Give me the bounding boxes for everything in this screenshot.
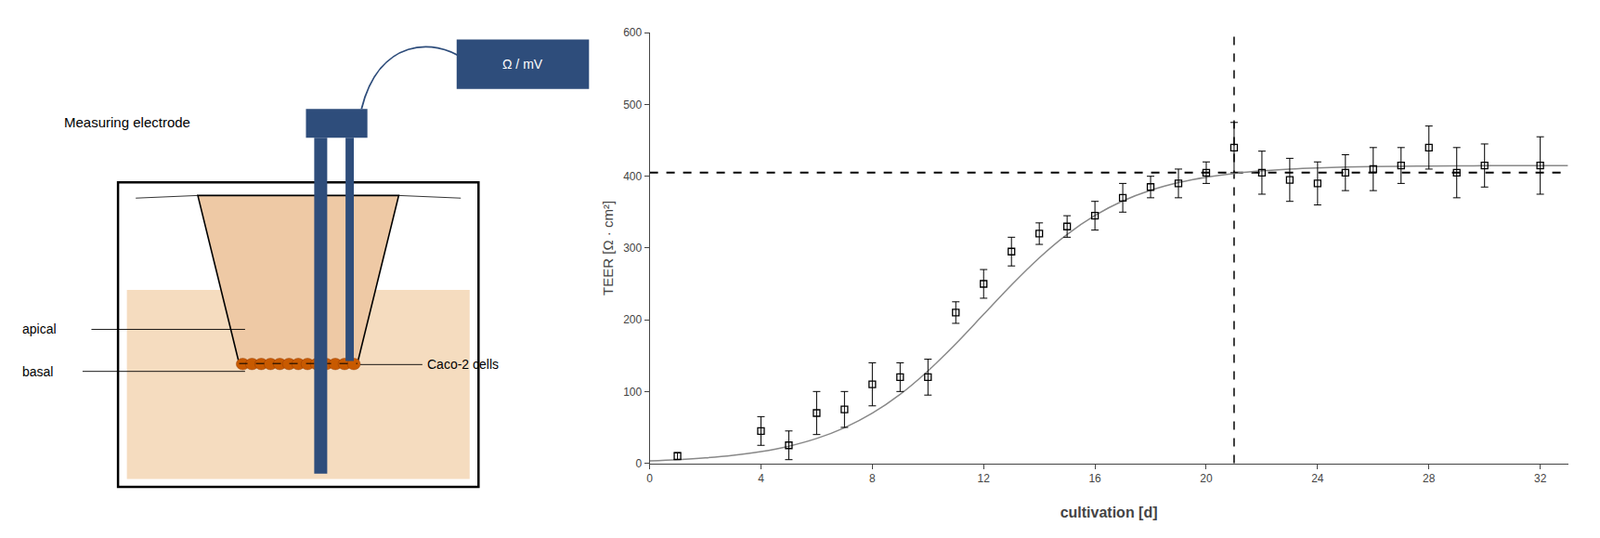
svg-text:600: 600 <box>623 26 642 40</box>
svg-text:16: 16 <box>1088 471 1102 485</box>
svg-text:apical: apical <box>22 321 57 337</box>
svg-text:12: 12 <box>977 471 991 485</box>
svg-text:300: 300 <box>623 241 642 255</box>
svg-text:8: 8 <box>869 471 876 485</box>
svg-text:0: 0 <box>636 456 643 470</box>
svg-text:basal: basal <box>22 364 53 379</box>
svg-text:Caco-2 cells: Caco-2 cells <box>427 356 499 372</box>
svg-text:Ω / mV: Ω / mV <box>502 56 544 72</box>
svg-text:Measuring electrode: Measuring electrode <box>64 114 191 131</box>
svg-text:32: 32 <box>1534 471 1548 485</box>
svg-text:0: 0 <box>646 471 653 485</box>
svg-text:4: 4 <box>757 471 765 485</box>
svg-text:TEER [Ω · cm²]: TEER [Ω · cm²] <box>599 200 616 296</box>
svg-text:cultivation [d]: cultivation [d] <box>1060 504 1158 521</box>
svg-text:200: 200 <box>623 312 642 326</box>
svg-text:400: 400 <box>623 169 642 183</box>
svg-text:500: 500 <box>623 98 642 112</box>
svg-text:20: 20 <box>1199 471 1213 485</box>
svg-text:24: 24 <box>1311 471 1325 485</box>
svg-text:28: 28 <box>1422 471 1436 485</box>
svg-text:100: 100 <box>623 385 642 399</box>
